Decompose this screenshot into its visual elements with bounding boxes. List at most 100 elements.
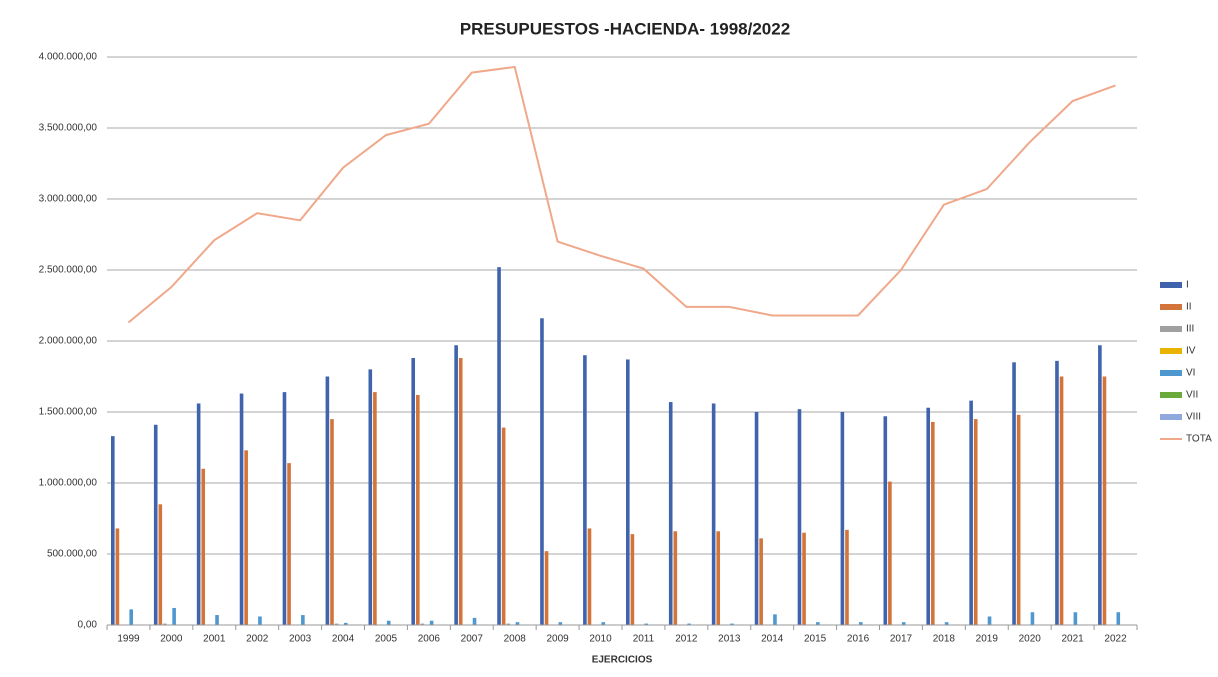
x-tick-label: 2002 [246, 634, 269, 645]
x-tick-label: 2017 [890, 634, 913, 645]
chart-title: PRESUPUESTOS -HACIENDA- 1998/2022 [460, 19, 790, 38]
bar [754, 412, 759, 625]
legend-label: VIII [1186, 412, 1201, 423]
legend-label: IV [1186, 346, 1196, 357]
y-tick-label: 1.000.000,00 [39, 478, 98, 489]
legend-label: VII [1186, 390, 1198, 401]
bar [215, 615, 219, 625]
bar [1030, 612, 1035, 625]
bar [802, 532, 806, 625]
bar [373, 392, 377, 625]
bar [330, 419, 334, 625]
x-tick-label: 2007 [461, 634, 484, 645]
x-tick-label: 2005 [375, 634, 398, 645]
y-tick-label: 3.000.000,00 [39, 194, 98, 205]
legend-label: III [1186, 324, 1194, 335]
bar [630, 534, 635, 625]
bar [325, 376, 330, 625]
bar [472, 617, 477, 625]
bar [111, 436, 115, 625]
bar [172, 607, 176, 625]
x-tick-label: 2011 [633, 634, 655, 645]
x-tick-label: 2003 [289, 634, 312, 645]
bar [153, 424, 158, 625]
bar [115, 528, 120, 625]
bar [840, 412, 845, 625]
x-tick-label: 1999 [117, 634, 140, 645]
legend-label: VI [1186, 368, 1195, 379]
bar [411, 358, 416, 625]
bar [926, 407, 931, 625]
bar [973, 419, 978, 625]
bar [544, 551, 549, 625]
legend-swatch [1160, 348, 1182, 354]
bar [668, 402, 673, 625]
bar [987, 616, 992, 625]
bar [858, 622, 863, 625]
bar [845, 529, 849, 625]
y-tick-label: 3.500.000,00 [39, 123, 98, 134]
bar [716, 531, 721, 625]
bar [888, 481, 892, 625]
bar [931, 421, 935, 625]
bar [416, 394, 420, 625]
bar [1102, 376, 1107, 625]
bar [506, 623, 511, 625]
bar [163, 623, 167, 625]
bar [287, 463, 291, 625]
legend-swatch [1160, 282, 1182, 288]
x-tick-label: 2000 [160, 634, 183, 645]
legend-label: II [1186, 302, 1192, 313]
x-tick-label: 2022 [1104, 634, 1127, 645]
bar [687, 623, 691, 625]
x-tick-label: 2012 [675, 634, 698, 645]
x-tick-label: 2019 [976, 634, 999, 645]
bar [583, 355, 587, 625]
bar [558, 622, 563, 625]
bar [420, 623, 425, 625]
bar [386, 620, 391, 625]
bar [797, 409, 802, 625]
bar [816, 622, 820, 625]
bar [601, 622, 606, 625]
x-tick-label: 2008 [504, 634, 527, 645]
bar [1116, 612, 1121, 625]
legend-swatch [1160, 326, 1182, 332]
legend-label: TOTA [1186, 434, 1212, 445]
x-tick-label: 2013 [718, 634, 741, 645]
x-tick-label: 2016 [847, 634, 870, 645]
bar [944, 622, 949, 625]
x-tick-label: 2014 [761, 634, 784, 645]
bar [883, 416, 888, 625]
bar [1073, 612, 1078, 625]
bar [901, 622, 906, 625]
bar [1012, 362, 1016, 625]
y-tick-label: 1.500.000,00 [39, 407, 98, 418]
bar [458, 358, 463, 625]
bar [158, 504, 163, 625]
bar [334, 623, 339, 625]
bar [301, 615, 305, 625]
bar [368, 369, 373, 625]
legend-swatch [1160, 414, 1182, 420]
bar [343, 622, 348, 625]
bar [773, 614, 777, 625]
bar [730, 623, 734, 625]
legend-swatch [1160, 370, 1182, 376]
bar [673, 531, 678, 625]
bar [244, 450, 248, 625]
x-tick-label: 2006 [418, 634, 441, 645]
x-tick-label: 2018 [933, 634, 956, 645]
legend-swatch [1160, 304, 1182, 310]
y-tick-label: 500.000,00 [47, 549, 97, 560]
bar [454, 345, 458, 625]
bar [1098, 345, 1102, 625]
x-tick-label: 2015 [804, 634, 827, 645]
legend-swatch [1160, 392, 1182, 398]
line [127, 65, 1116, 324]
bar [282, 392, 287, 625]
x-tick-label: 2009 [547, 634, 570, 645]
y-tick-label: 2.000.000,00 [39, 336, 98, 347]
bar [1016, 414, 1021, 625]
bar [501, 427, 506, 625]
